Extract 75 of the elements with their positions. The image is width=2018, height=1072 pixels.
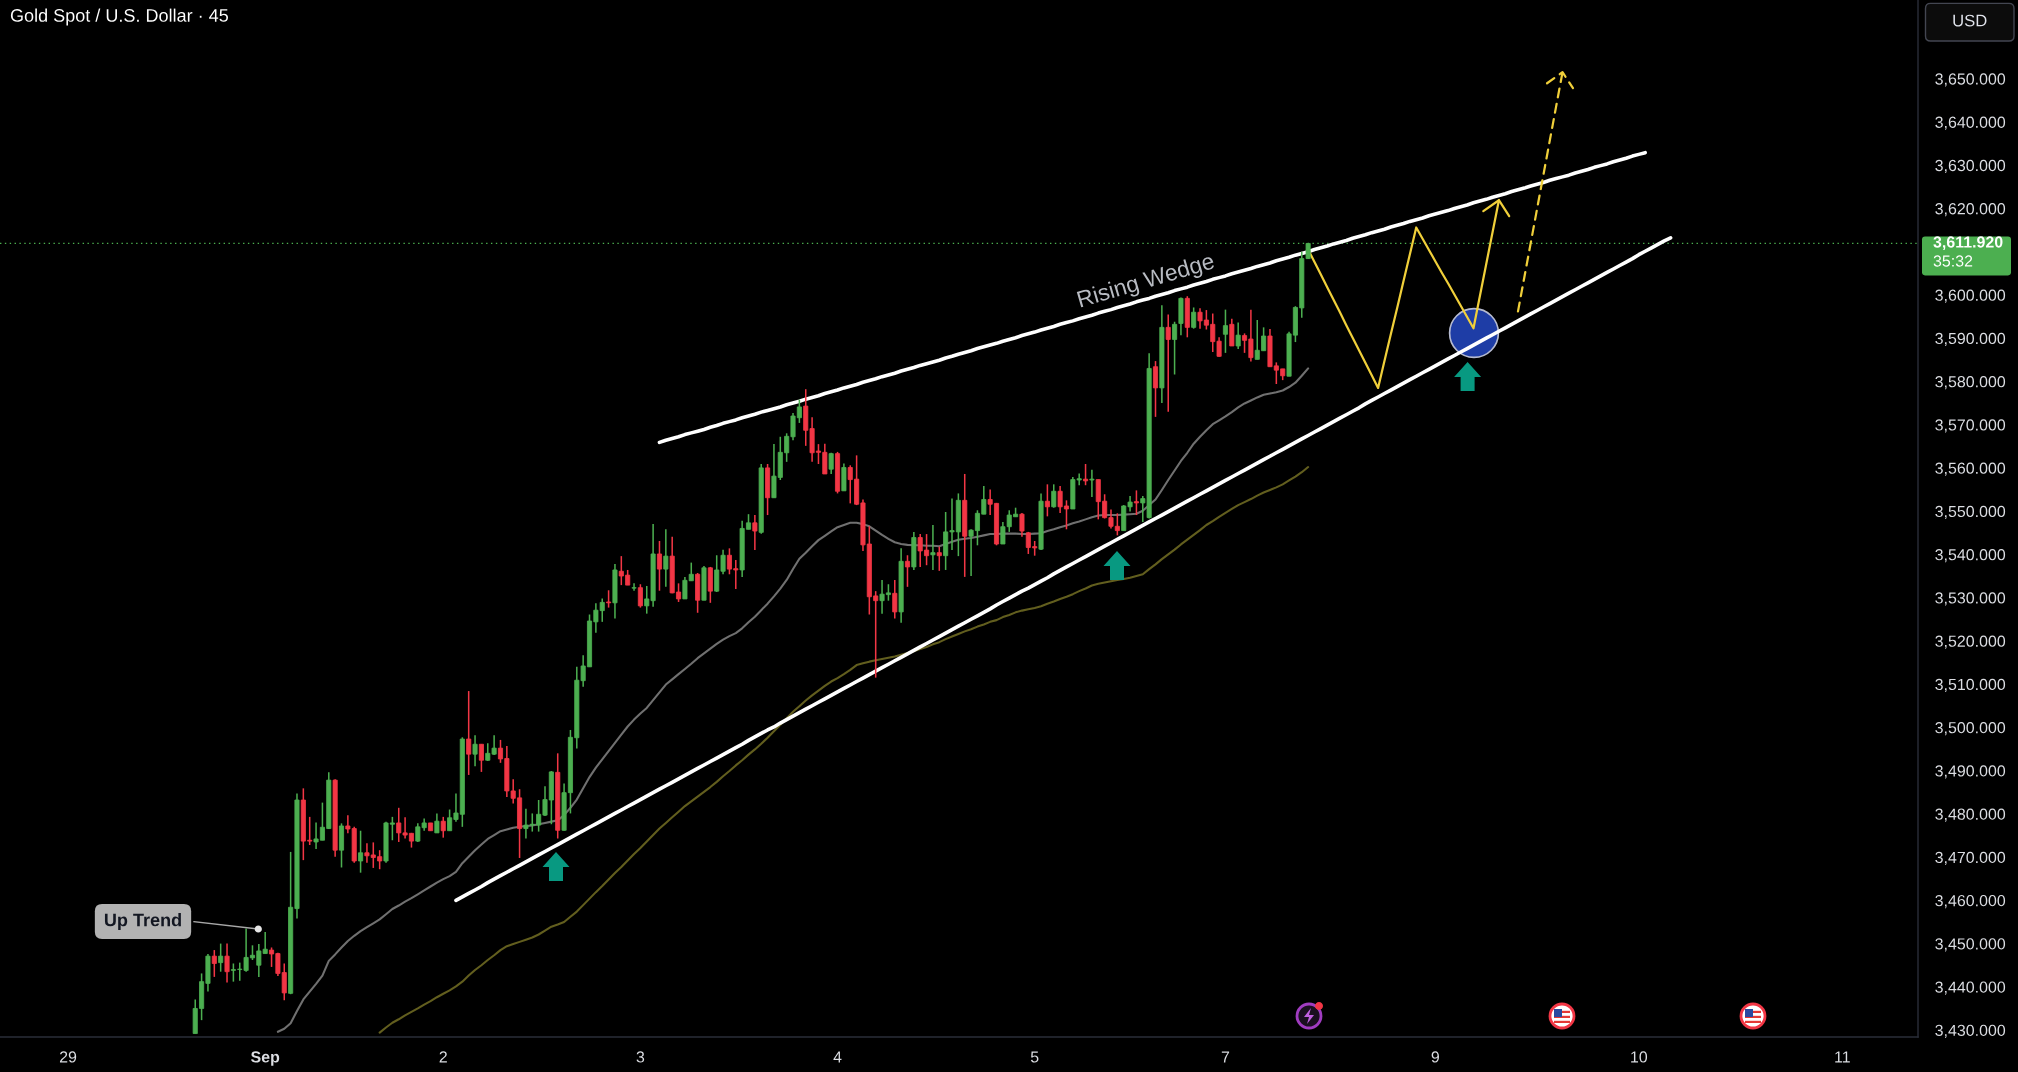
y-tick-label: 3,540.000: [1935, 549, 2006, 563]
x-tick-label: 3: [636, 1051, 645, 1063]
candlestick: [637, 583, 643, 609]
candlestick: [1172, 320, 1178, 376]
y-tick-label: 3,510.000: [1935, 678, 2006, 692]
candlestick: [1165, 313, 1171, 413]
line-series: [657, 150, 1647, 445]
y-tick-label: 3,620.000: [1935, 203, 2006, 217]
ref-line-label: 3,611.920: [1933, 236, 2003, 250]
y-tick-label: 3,590.000: [1935, 332, 2006, 346]
candlestick: [1089, 468, 1095, 498]
text: 35:32: [1933, 255, 1973, 267]
y-tick-label: 3,560.000: [1935, 462, 2006, 476]
x-tick-label: 29: [59, 1051, 77, 1063]
candlestick: [663, 528, 669, 588]
annotation: Rising Wedge: [1076, 251, 1217, 312]
candlestick: [707, 566, 713, 604]
x-tick-label: 5: [1030, 1051, 1039, 1063]
candlestick: [472, 734, 478, 768]
y-tick-label: 3,450.000: [1935, 938, 2006, 952]
y-tick-label: 3,520.000: [1935, 635, 2006, 649]
x-tick-label: 7: [1221, 1051, 1230, 1063]
y-tick-label: 3,550.000: [1935, 505, 2006, 519]
y-tick-label: 3,470.000: [1935, 851, 2006, 865]
candlestick: [904, 554, 911, 588]
x-tick-label: Sep: [251, 1051, 280, 1066]
candlestick: [631, 582, 637, 592]
y-tick-label: 3,490.000: [1935, 765, 2006, 779]
y-tick-label: 3,440.000: [1935, 981, 2006, 995]
candlestick: [1191, 306, 1197, 330]
y-tick-label: 3,500.000: [1935, 722, 2006, 736]
candlestick: [1229, 317, 1235, 347]
y-tick-label: 3,570.000: [1935, 419, 2006, 433]
y-tick-label: 3,460.000: [1935, 894, 2006, 909]
line-series: [454, 236, 1673, 903]
x-tick-label: 4: [833, 1051, 842, 1063]
candlestick: [1235, 321, 1241, 350]
candlestick: [466, 690, 472, 776]
x-tick-label: 11: [1835, 1051, 1850, 1063]
y-tick-label: 3,630.000: [1935, 159, 2006, 174]
candlestick: [936, 545, 942, 572]
y-tick-label: 3,480.000: [1935, 808, 2006, 822]
candlestick: [1019, 512, 1025, 538]
y-tick-label: 3,650.000: [1935, 73, 2006, 87]
candlestick: [752, 514, 758, 551]
candlestick: [1152, 360, 1159, 418]
y-tick-label: 3,430.000: [1935, 1024, 2006, 1038]
y-tick-label: 3,530.000: [1935, 592, 2006, 606]
line-series: [276, 367, 1310, 1033]
x-tick-label: 10: [1631, 1051, 1648, 1063]
y-tick-label: 3,640.000: [1935, 116, 2006, 130]
candlestick: [440, 816, 446, 839]
candlestick: [478, 743, 484, 773]
candlestick: [358, 829, 364, 874]
x-tick-label: 9: [1431, 1051, 1440, 1063]
candlestick: [930, 524, 936, 571]
candlestick: [892, 579, 898, 620]
y-tick-label: 3,600.000: [1935, 289, 2006, 303]
candlestick: [1044, 483, 1050, 518]
line-series: [378, 466, 1310, 1034]
candlestick: [1133, 489, 1139, 516]
x-tick-label: 2: [439, 1051, 447, 1063]
candlestick: [1083, 463, 1089, 486]
chart-title: Gold Spot / U.S. Dollar · 45: [10, 8, 229, 26]
candlestick: [1051, 483, 1057, 509]
candlestick: [1222, 308, 1228, 354]
candlestick: [656, 540, 662, 592]
candlestick: [434, 812, 440, 834]
candlestick: [841, 462, 847, 492]
candlestick: [218, 942, 224, 973]
y-axis-title: USD: [1953, 14, 1987, 27]
candlestick: [224, 942, 230, 984]
candlestick: [211, 949, 217, 978]
annotation: Up Trend: [104, 913, 181, 930]
y-tick-label: 3,580.000: [1935, 376, 2006, 390]
